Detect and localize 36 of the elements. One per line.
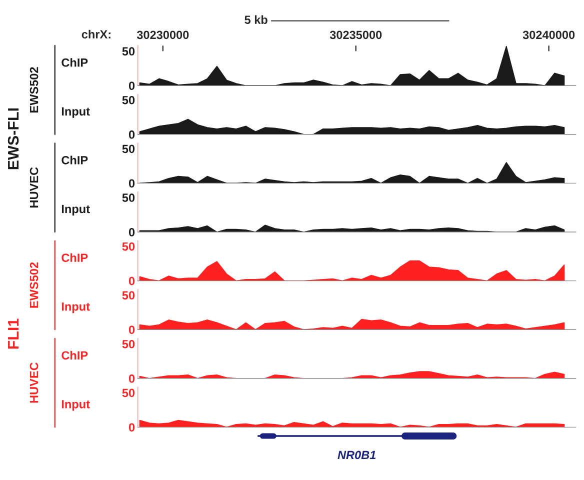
y-axis-title: Input: [62, 107, 90, 118]
x-tick-label: 30235000: [330, 30, 382, 40]
x-axis-title: chrX:: [82, 30, 110, 39]
y-tick-label: 0: [128, 82, 135, 90]
y-tick-label: 0: [128, 179, 135, 188]
y-axis-title: Input: [62, 400, 90, 411]
y-axis-title: Input: [62, 302, 90, 314]
text: EWS502: [30, 262, 38, 308]
y-axis-title: ChIP: [62, 253, 88, 262]
y-tick-label: 0: [128, 276, 135, 286]
y-tick-label: 50: [122, 388, 135, 398]
y-tick-label: 50: [122, 291, 135, 300]
x-tick-label: 30230000: [136, 30, 189, 40]
y-tick-label: 0: [128, 326, 135, 334]
text: 5 kb: [244, 15, 268, 24]
text: EWS-FLI: [8, 108, 19, 170]
y-axis-title: Input: [62, 204, 90, 216]
y-tick-label: 0: [128, 374, 135, 383]
y-tick-label: 50: [122, 194, 135, 202]
y-tick-label: 50: [122, 144, 135, 154]
y-tick-label: 0: [128, 228, 135, 236]
x-tick-label: 30240000: [522, 30, 575, 40]
y-axis-title: ChIP: [62, 350, 88, 360]
y-tick-label: 50: [122, 47, 135, 56]
text: HUVEC: [30, 167, 38, 208]
y-tick-label: 0: [128, 423, 135, 432]
text: EWS502: [30, 67, 38, 113]
y-tick-label: 50: [122, 96, 135, 104]
y-tick-label: 50: [122, 340, 135, 348]
text: FLI1: [8, 318, 19, 349]
y-axis-title: ChIP: [62, 58, 88, 67]
y-tick-label: 0: [128, 130, 135, 139]
text: HUVEC: [30, 362, 38, 403]
y-axis-title: ChIP: [62, 156, 88, 164]
y-tick-label: 50: [122, 242, 135, 251]
text: NR0B1: [338, 450, 376, 460]
